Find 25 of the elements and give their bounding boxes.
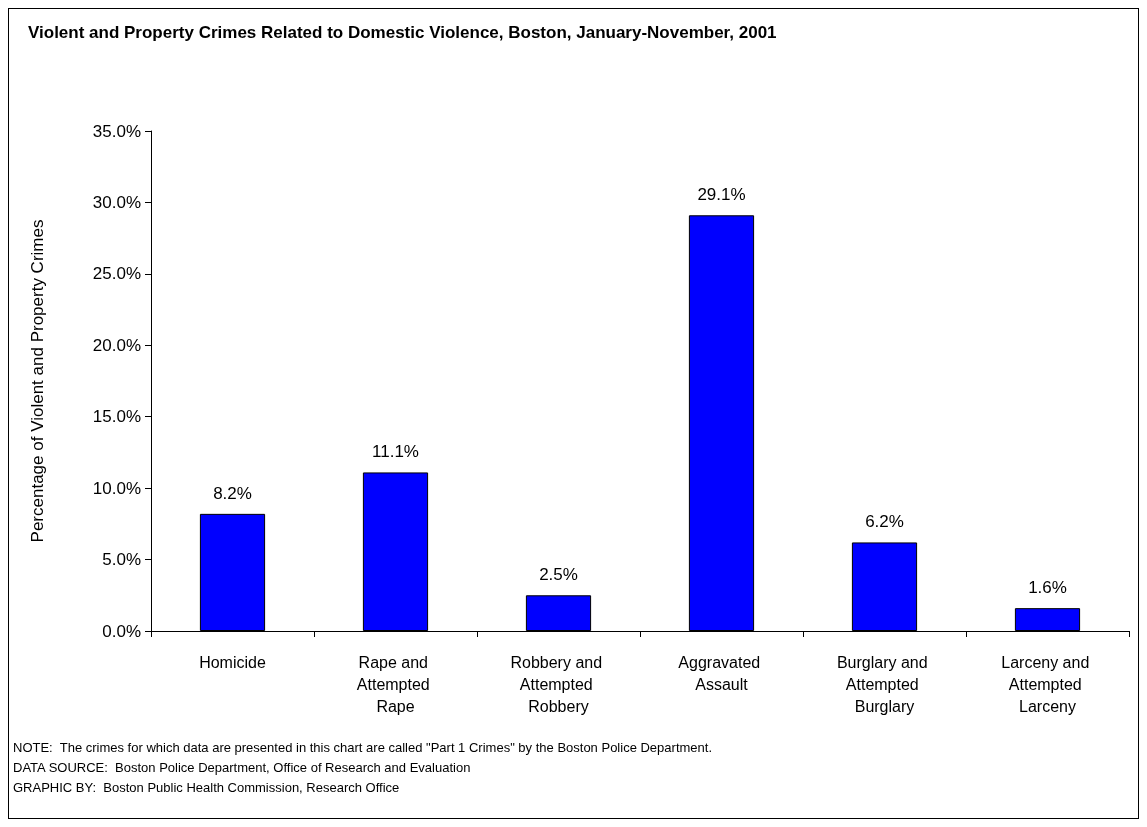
x-tick-label: Aggravated Assault	[678, 653, 765, 693]
data-label: 6.2%	[865, 512, 904, 532]
y-tick-label: 15.0%	[92, 407, 141, 427]
y-tick-label: 30.0%	[92, 192, 141, 212]
y-tick-label: 5.0%	[102, 550, 141, 570]
source-note: DATA SOURCE: Boston Police Department, Office of Research and Evaluation	[13, 760, 471, 775]
data-label: 2.5%	[539, 565, 578, 585]
x-tick-label: Rape and Attempted Rape	[356, 653, 435, 715]
text: NOTE: The crimes for which data are presented in this chart are called "Part 1 Crimes" by the Boston Police Department.	[13, 740, 713, 755]
text: GRAPHIC BY: Boston Public Health Commission, Research Office	[13, 780, 400, 795]
x-tick-label: Larceny and Attempted Larceny	[1001, 653, 1094, 715]
y-tick-label: 35.0%	[92, 121, 141, 141]
x-tick-label: Robbery and Attempted Robbery	[510, 653, 607, 715]
data-label: 8.2%	[213, 483, 252, 503]
x-tick-label: Homicide	[199, 653, 266, 671]
x-tick-label: Burglary and Attempted Burglary	[836, 653, 933, 715]
data-label: 11.1%	[372, 442, 419, 462]
y-tick-label: 10.0%	[92, 478, 141, 498]
chart-title: Violent and Property Crimes Related to Domestic Violence, Boston, January-November, 2001	[28, 23, 777, 42]
y-tick-label: 25.0%	[92, 264, 141, 284]
y-axis-title: Percentage of Violent and Property Crimes	[28, 219, 47, 543]
data-label: 1.6%	[1028, 578, 1067, 598]
data-label: 29.1%	[697, 185, 746, 205]
y-tick-label: 20.0%	[92, 335, 141, 355]
y-tick-label: 0.0%	[102, 621, 141, 641]
